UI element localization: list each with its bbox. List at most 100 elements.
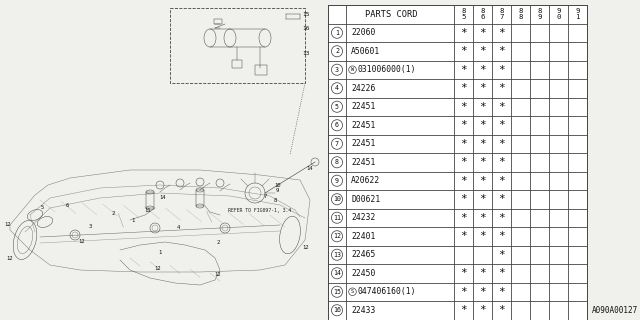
Text: *: * (498, 102, 505, 112)
Text: *: * (479, 65, 486, 75)
Text: *: * (460, 102, 467, 112)
Text: 6: 6 (335, 122, 339, 128)
Text: *: * (479, 305, 486, 315)
Text: 8: 8 (461, 7, 466, 13)
Text: 22401: 22401 (351, 232, 376, 241)
Text: 3: 3 (88, 223, 92, 228)
Text: 1: 1 (575, 14, 580, 20)
Text: 8: 8 (273, 197, 276, 203)
Text: 14: 14 (333, 270, 341, 276)
Text: 2: 2 (335, 48, 339, 54)
Text: 8: 8 (518, 14, 523, 20)
Text: 2: 2 (216, 239, 220, 244)
Text: *: * (479, 46, 486, 56)
Text: 12: 12 (7, 255, 13, 260)
Text: 7: 7 (335, 141, 339, 147)
Text: 7: 7 (264, 194, 267, 198)
Text: 14: 14 (160, 195, 166, 199)
Text: A50601: A50601 (351, 47, 380, 56)
Text: A090A00127: A090A00127 (592, 306, 638, 315)
Text: *: * (479, 120, 486, 130)
Text: *: * (479, 102, 486, 112)
Text: D00621: D00621 (351, 195, 380, 204)
Text: 22450: 22450 (351, 269, 376, 278)
Text: 16: 16 (333, 307, 341, 313)
Text: *: * (498, 287, 505, 297)
Text: 8: 8 (335, 159, 339, 165)
Text: 22060: 22060 (351, 28, 376, 37)
Text: 22465: 22465 (351, 250, 376, 259)
Bar (170, 8, 305, 83)
Text: 3: 3 (335, 67, 339, 73)
Text: *: * (460, 305, 467, 315)
Text: *: * (479, 83, 486, 93)
Text: *: * (498, 157, 505, 167)
Text: 11: 11 (333, 215, 341, 221)
Text: 8: 8 (538, 7, 541, 13)
Text: 5: 5 (335, 104, 339, 110)
Text: 12: 12 (4, 221, 12, 227)
Text: 15: 15 (333, 289, 341, 295)
Text: 16: 16 (302, 26, 310, 31)
Text: 1: 1 (131, 218, 134, 222)
Text: 7: 7 (499, 14, 504, 20)
Text: 12: 12 (303, 244, 309, 250)
Text: 6: 6 (65, 203, 68, 207)
Text: *: * (460, 176, 467, 186)
Text: 9: 9 (275, 188, 278, 193)
Text: *: * (479, 157, 486, 167)
Text: 6: 6 (480, 14, 484, 20)
Text: *: * (460, 268, 467, 278)
Text: 24232: 24232 (351, 213, 376, 222)
Text: 12: 12 (79, 238, 85, 244)
Text: *: * (498, 250, 505, 260)
Text: 9: 9 (556, 7, 561, 13)
Text: *: * (498, 305, 505, 315)
Text: 4: 4 (177, 225, 180, 229)
Text: *: * (498, 139, 505, 149)
Text: 8: 8 (499, 7, 504, 13)
Text: *: * (460, 157, 467, 167)
Text: *: * (479, 287, 486, 297)
Text: 15: 15 (302, 12, 310, 17)
Text: *: * (460, 83, 467, 93)
Text: 12: 12 (333, 233, 341, 239)
Text: *: * (498, 46, 505, 56)
Text: *: * (479, 194, 486, 204)
Text: *: * (479, 231, 486, 241)
Text: 2: 2 (111, 211, 115, 215)
Text: *: * (498, 65, 505, 75)
Text: 8: 8 (480, 7, 484, 13)
Text: *: * (498, 268, 505, 278)
Text: 13: 13 (302, 51, 310, 56)
Text: A20622: A20622 (351, 176, 380, 185)
Text: 1: 1 (335, 30, 339, 36)
Text: *: * (498, 213, 505, 223)
Text: *: * (498, 120, 505, 130)
Text: 22451: 22451 (351, 121, 376, 130)
Text: REFER TO FIG097-1, 3.4: REFER TO FIG097-1, 3.4 (228, 208, 291, 213)
Text: 13: 13 (333, 252, 341, 258)
Text: 22451: 22451 (351, 139, 376, 148)
Text: 9: 9 (575, 7, 580, 13)
Text: 10: 10 (333, 196, 341, 202)
Text: *: * (460, 287, 467, 297)
Text: S: S (351, 289, 354, 294)
Text: 031006000(1): 031006000(1) (358, 65, 416, 74)
Text: *: * (460, 120, 467, 130)
Text: 24226: 24226 (351, 84, 376, 93)
Text: *: * (460, 194, 467, 204)
Text: *: * (460, 139, 467, 149)
Text: *: * (479, 176, 486, 186)
Bar (255, 65, 267, 75)
Text: PARTS CORD: PARTS CORD (365, 10, 417, 19)
Text: *: * (460, 65, 467, 75)
Text: 14: 14 (307, 165, 313, 171)
Text: *: * (498, 231, 505, 241)
Text: W: W (351, 67, 354, 72)
Text: *: * (460, 213, 467, 223)
Text: *: * (460, 46, 467, 56)
Text: 9: 9 (335, 178, 339, 184)
Text: 4: 4 (335, 85, 339, 91)
Text: 5: 5 (461, 14, 466, 20)
